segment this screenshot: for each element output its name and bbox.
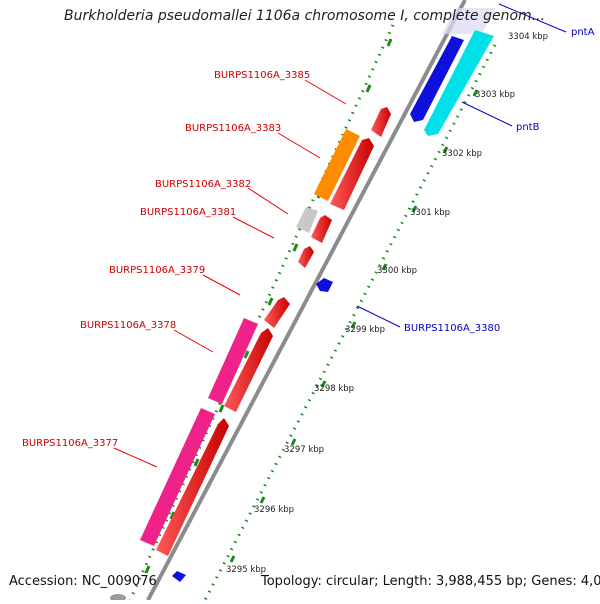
gene-BURPS1106A_3381[interactable] bbox=[311, 215, 332, 243]
gene-label[interactable]: BURPS1106A_3383 bbox=[185, 123, 281, 134]
gene-BURPS1106A_3380[interactable] bbox=[316, 278, 333, 292]
tick-label: 3303 kbp bbox=[475, 90, 515, 100]
tick-label: 3300 kbp bbox=[377, 266, 417, 276]
gene-BURPS1106A_3383[interactable] bbox=[330, 138, 374, 210]
gene-BURPS1106A_3378[interactable] bbox=[224, 328, 273, 412]
gene-BURPS1106A_3379[interactable] bbox=[264, 297, 290, 328]
tick-label: 3304 kbp bbox=[508, 32, 548, 42]
tick-label: 3298 kbp bbox=[314, 384, 354, 394]
gene-BURPS1106A_3383-orange[interactable] bbox=[314, 129, 360, 201]
gene-label[interactable]: BURPS1106A_3381 bbox=[140, 207, 236, 218]
gene-label[interactable]: BURPS1106A_3379 bbox=[109, 265, 205, 276]
outer-ruler-dashes bbox=[144, 38, 393, 574]
gene-label[interactable]: BURPS1106A_3378 bbox=[80, 320, 176, 331]
gene-pntA[interactable] bbox=[410, 36, 464, 122]
gene-BURPS1106A_3377[interactable] bbox=[156, 418, 229, 556]
left-callout-lines bbox=[113, 79, 347, 468]
backbone-end-cap bbox=[110, 594, 126, 602]
right-callout-lines bbox=[356, 3, 567, 328]
gene-BURPS1106A_3377-magenta[interactable] bbox=[140, 408, 215, 546]
accession-text: Accession: NC_009076 bbox=[9, 574, 157, 589]
gene-red-small-3381b[interactable] bbox=[298, 246, 314, 268]
gene-label[interactable]: pntB bbox=[516, 122, 540, 133]
tick-label: 3297 kbp bbox=[284, 445, 324, 455]
gene-label[interactable]: pntA bbox=[571, 27, 595, 38]
tick-labels: 3304 kbp 3303 kbp 3302 kbp 3301 kbp 3300… bbox=[226, 32, 548, 575]
gene-block-top-gray bbox=[441, 8, 496, 34]
genome-summary-text: Topology: circular; Length: 3,988,455 bp… bbox=[261, 574, 600, 589]
gene-label[interactable]: BURPS1106A_3385 bbox=[214, 70, 310, 81]
tick-label: 3301 kbp bbox=[410, 208, 450, 218]
gene-label[interactable]: BURPS1106A_3380 bbox=[404, 323, 500, 334]
gene-BURPS1106A_3382[interactable] bbox=[296, 207, 318, 233]
tick-label: 3302 kbp bbox=[442, 149, 482, 159]
map-title: Burkholderia pseudomallei 1106a chromoso… bbox=[64, 8, 546, 24]
gene-label[interactable]: BURPS1106A_3382 bbox=[155, 179, 251, 190]
chromosome-backbone bbox=[146, 0, 467, 601]
gene-pntB[interactable] bbox=[424, 30, 494, 136]
tick-label: 3295 kbp bbox=[226, 565, 266, 575]
inner-ruler-dashes bbox=[229, 89, 479, 563]
tick-label: 3299 kbp bbox=[345, 325, 385, 335]
inner-dotted-ruler bbox=[203, 44, 497, 601]
gene-BURPS1106A_3385[interactable] bbox=[371, 107, 391, 137]
gene-blue-small-bottom[interactable] bbox=[172, 571, 186, 582]
outer-dotted-ruler bbox=[128, 24, 395, 601]
tick-label: 3296 kbp bbox=[254, 505, 294, 515]
gene-label[interactable]: BURPS1106A_3377 bbox=[22, 438, 118, 449]
gene-BURPS1106A_3378-magenta[interactable] bbox=[208, 318, 258, 404]
